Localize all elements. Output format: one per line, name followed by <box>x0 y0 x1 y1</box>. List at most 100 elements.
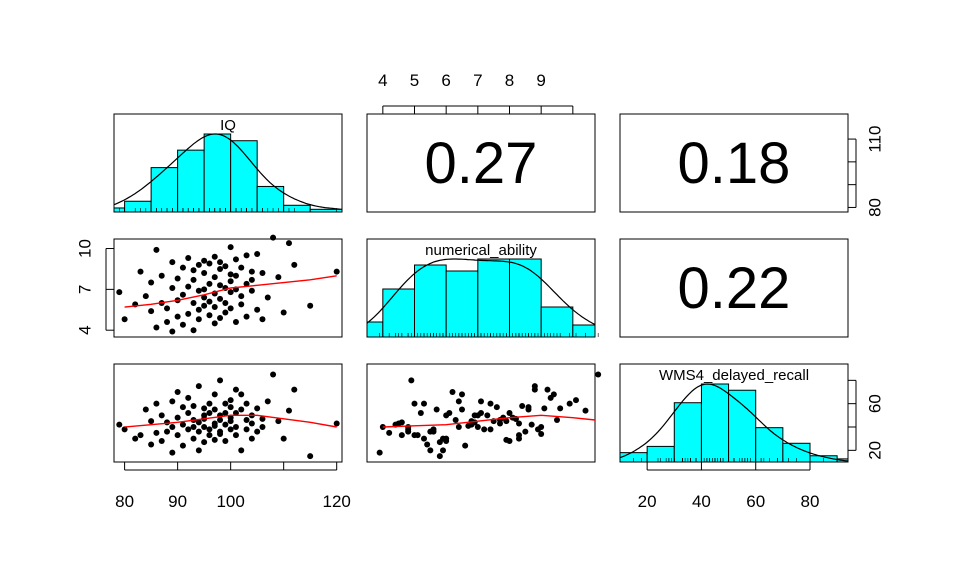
scatter-point <box>164 319 171 326</box>
variable-label-0: IQ <box>220 117 236 134</box>
scatter-point <box>259 316 266 323</box>
scatter-point <box>503 418 510 425</box>
correlation-value: 0.22 <box>678 256 791 321</box>
scatter-point <box>148 279 155 286</box>
scatter-point <box>280 309 287 316</box>
variable-label-2: WMS4_delayed_recall <box>659 367 809 384</box>
scatter-point <box>333 268 340 275</box>
scatter-point <box>190 327 197 334</box>
scatter-point <box>398 432 405 439</box>
scatter-point <box>455 398 462 405</box>
scatter-point <box>206 400 213 407</box>
tick-label: 80 <box>115 492 134 511</box>
scatter-point <box>217 295 224 302</box>
scatter-point <box>190 424 197 430</box>
density-curve <box>366 258 596 326</box>
scatter-point <box>493 404 500 411</box>
scatter-point <box>421 435 427 442</box>
scatter-point <box>427 447 434 454</box>
scatter-point <box>427 428 434 435</box>
scatter-point <box>474 424 481 430</box>
histogram-bar <box>700 383 730 463</box>
scatter-point <box>248 287 255 294</box>
scatter-point <box>201 270 208 277</box>
scatter-point <box>254 405 261 412</box>
panel-frame-0-1 <box>366 113 596 213</box>
scatter-point <box>201 405 208 412</box>
scatter-point <box>506 410 513 416</box>
scatter-point <box>153 400 160 407</box>
scatter-point <box>195 261 202 268</box>
scatter-point <box>232 256 239 263</box>
tick-label: 100 <box>216 492 244 511</box>
scatter-point <box>179 442 186 449</box>
scatter-point <box>259 270 266 277</box>
scatter-point <box>408 377 415 384</box>
scatter-point <box>217 417 224 423</box>
scatter-point <box>195 287 202 294</box>
scatter-point <box>259 415 266 422</box>
scatter-point <box>179 421 186 428</box>
scatter-point <box>201 424 208 430</box>
scatter-point <box>417 410 424 416</box>
scatter-point <box>201 439 208 446</box>
tick-label: 90 <box>168 492 187 511</box>
scatter-point <box>291 261 298 268</box>
scatter-point <box>158 438 165 444</box>
scatter-point <box>254 428 261 435</box>
scatter-point <box>232 319 239 326</box>
panel-frame-0-2 <box>619 113 849 213</box>
scatter-point <box>217 377 224 384</box>
panel-frame-1-0 <box>113 238 343 338</box>
tick-label: 60 <box>865 394 884 413</box>
histogram-bar <box>540 306 574 338</box>
scatter-point <box>179 291 186 298</box>
correlation-value: 0.18 <box>678 131 791 196</box>
scatter-point <box>227 271 234 278</box>
histogram-bar <box>728 389 757 463</box>
scatter-point <box>211 253 218 260</box>
scatter-point <box>462 442 469 449</box>
tick-label: 80 <box>865 198 884 217</box>
scatter-point <box>248 435 255 442</box>
scatter-point <box>503 436 510 443</box>
scatter-point <box>440 447 446 454</box>
scatter-point <box>206 312 213 319</box>
scatter-point <box>227 289 234 296</box>
scatter-point <box>217 314 224 321</box>
loess-line <box>382 414 596 428</box>
scatter-point <box>116 421 123 428</box>
tick-label: 120 <box>323 492 351 511</box>
scatter-point <box>227 397 234 404</box>
scatter-point <box>142 406 149 413</box>
scatter-point <box>174 389 181 395</box>
scatter-point <box>421 400 427 407</box>
tick-label: 8 <box>505 71 514 90</box>
scatter-point <box>436 453 443 460</box>
scatter-point <box>121 316 128 323</box>
scatter-point <box>243 280 250 287</box>
scatter-point <box>449 389 456 395</box>
scatter-point <box>158 272 165 279</box>
scatter-point <box>211 422 218 429</box>
tick-label: 110 <box>865 126 884 153</box>
tick-label: 4 <box>75 325 94 334</box>
scatter-point <box>232 272 239 279</box>
scatter-point <box>487 400 494 407</box>
scatter-point <box>169 424 176 430</box>
scatter-point <box>195 316 202 323</box>
loess-line <box>124 275 337 308</box>
scatter-point <box>497 420 503 427</box>
scatter-point <box>238 406 245 413</box>
scatter-point <box>190 299 197 306</box>
scatter-point <box>169 285 176 291</box>
variable-label-1: numerical_ability <box>425 242 537 259</box>
scatter-point <box>595 371 602 378</box>
scatter-point <box>291 386 298 393</box>
scatter-point <box>227 404 234 411</box>
scatter-point <box>270 234 277 241</box>
correlation-value: 0.27 <box>425 131 538 196</box>
scatter-point <box>206 432 213 439</box>
scatter-point <box>164 305 171 312</box>
scatter-point <box>544 386 551 393</box>
